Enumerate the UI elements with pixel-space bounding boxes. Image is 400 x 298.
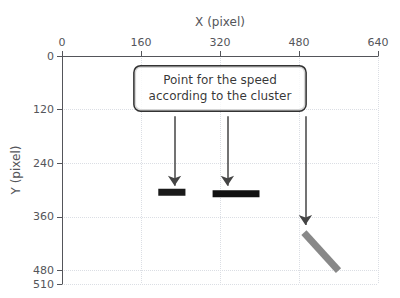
svg-text:360: 360 — [33, 210, 54, 223]
svg-text:0: 0 — [59, 36, 66, 49]
svg-text:120: 120 — [33, 103, 54, 116]
svg-text:480: 480 — [33, 264, 54, 277]
svg-text:Point for the speed: Point for the speed — [163, 73, 277, 87]
svg-text:240: 240 — [33, 157, 54, 170]
svg-text:160: 160 — [131, 36, 152, 49]
svg-text:640: 640 — [368, 36, 389, 49]
svg-text:480: 480 — [289, 36, 310, 49]
svg-text:510: 510 — [33, 278, 54, 291]
svg-text:Y (pixel): Y (pixel) — [9, 146, 23, 196]
svg-text:X (pixel): X (pixel) — [195, 15, 245, 29]
svg-text:0: 0 — [47, 50, 54, 63]
svg-text:according to the cluster: according to the cluster — [149, 89, 292, 103]
svg-text:320: 320 — [210, 36, 231, 49]
